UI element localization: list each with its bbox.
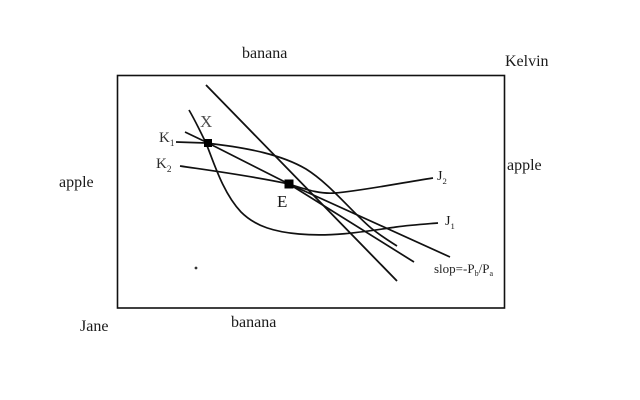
j2-curve-label: J2 — [437, 170, 447, 186]
left-axis-label-apple: apple — [59, 174, 94, 191]
equilibrium-point-e-marker — [284, 179, 294, 189]
right-axis-label-apple: apple — [507, 157, 542, 174]
j1-label-base: J — [445, 214, 451, 229]
k1-label-sub: 1 — [169, 139, 175, 150]
slope-annotation-sub-b: b — [474, 268, 479, 278]
point-e-label: E — [277, 192, 288, 211]
top-axis-label-banana: banana — [242, 45, 288, 62]
j2-label-base: J — [437, 169, 443, 184]
endowment-point-x-marker — [204, 139, 212, 147]
j1-label-sub: 1 — [450, 220, 455, 231]
slope-annotation: slop=-Pb/Pa — [434, 262, 493, 278]
k1-curve-label: K1 — [159, 131, 175, 149]
k2-label-base: K — [156, 156, 167, 172]
k2-indifference-curve — [179, 165, 290, 185]
j2-indifference-curve — [288, 177, 434, 195]
k2-curve-label: K2 — [156, 157, 172, 175]
point-x-label: X — [200, 112, 213, 131]
slope-annotation-part1: slop=-P — [434, 261, 475, 276]
steep-price-line — [205, 84, 398, 282]
slope-annotation-sub-a: a — [489, 268, 494, 278]
j1-curve-label: J1 — [445, 215, 455, 231]
edgeworth-box-border — [116, 74, 506, 309]
stray-dot — [194, 266, 198, 270]
budget-line-through-x-and-e — [184, 131, 451, 258]
k1-label-base: K — [159, 130, 170, 146]
bottom-axis-label-banana: banana — [231, 314, 277, 331]
k1-indifference-curve — [175, 141, 398, 247]
line-from-e — [288, 183, 415, 263]
j2-label-sub: 2 — [442, 175, 447, 186]
kelvin-origin-label: Kelvin — [505, 53, 549, 70]
k2-label-sub: 2 — [166, 165, 172, 176]
jane-origin-label: Jane — [80, 318, 109, 335]
slope-annotation-part2: /P — [478, 261, 490, 276]
